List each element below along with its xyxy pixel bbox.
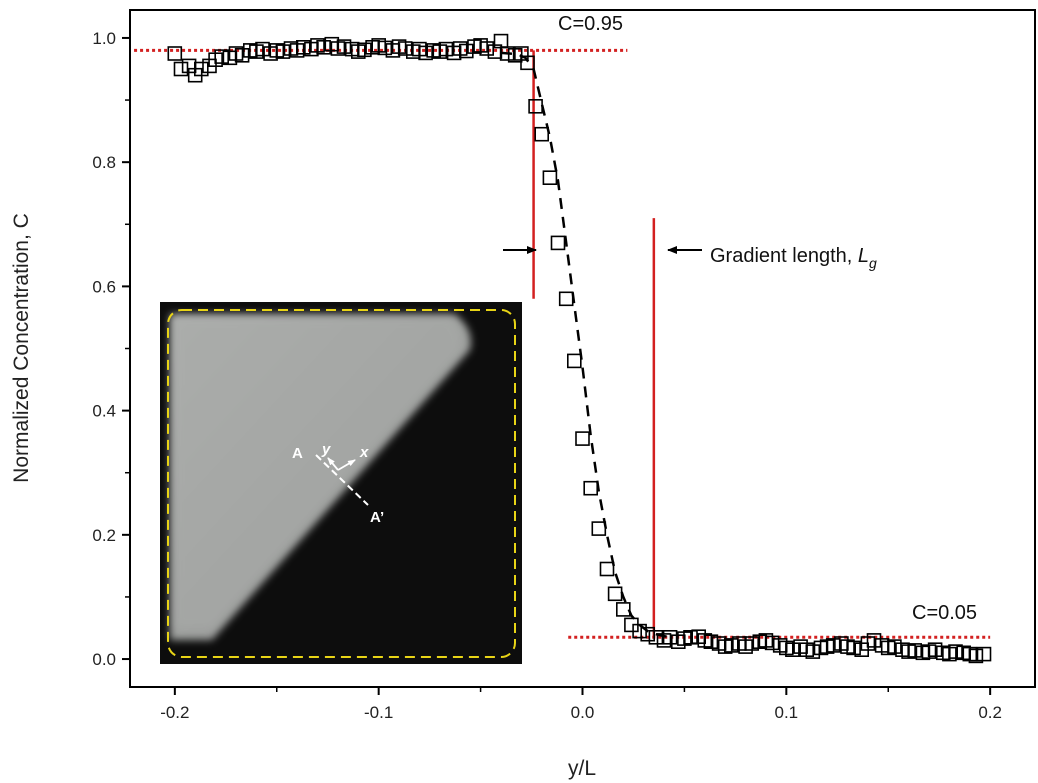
data-point	[583, 480, 599, 496]
data-point	[458, 43, 474, 59]
data-point	[566, 353, 582, 369]
data-point	[907, 643, 923, 658]
x-tick-label: 0.1	[775, 703, 799, 722]
data-point	[968, 648, 984, 664]
inset-yellow-border	[167, 309, 516, 658]
data-point	[542, 170, 558, 185]
data-point	[615, 602, 631, 617]
fit-line	[500, 51, 675, 640]
data-point	[499, 46, 515, 61]
data-point	[397, 41, 413, 56]
data-markers	[167, 33, 992, 664]
data-point	[948, 644, 963, 659]
data-point	[591, 521, 607, 536]
y-tick-label: 0.2	[92, 526, 116, 545]
data-point	[744, 636, 760, 651]
x-tick-label: -0.2	[160, 703, 189, 722]
data-point	[683, 629, 698, 645]
data-point	[357, 42, 372, 58]
data-point	[764, 635, 780, 651]
data-point	[550, 235, 566, 251]
inset-y-arrow	[327, 457, 339, 471]
data-point	[575, 431, 590, 446]
data-point	[558, 291, 574, 307]
x-axis-title: y/L	[568, 757, 596, 780]
annotation-c095: C=0.95	[558, 13, 623, 35]
data-point	[640, 626, 656, 642]
axis-ticks: -0.2 -0.1 0.0 0.1 0.2 0.0 0.2 0.4 0.6 0.8 1.0	[92, 29, 1002, 722]
data-point	[275, 44, 291, 59]
data-point	[377, 40, 393, 56]
data-point	[167, 46, 183, 61]
gradient-length-symbol: L	[858, 245, 869, 267]
data-point	[418, 45, 433, 61]
data-point	[607, 586, 623, 602]
data-point	[214, 49, 229, 64]
y-axis-title: Normalized Concentration, C	[10, 213, 33, 483]
y-tick-label: 0.0	[92, 650, 116, 669]
inset-section-line	[315, 454, 369, 506]
inset-label-y: y	[321, 441, 331, 458]
inset-label-a-prime: A’	[370, 509, 384, 526]
data-point	[825, 638, 841, 653]
data-point	[887, 639, 902, 654]
data-point	[336, 39, 352, 54]
inset-x-arrow	[337, 459, 356, 471]
data-point	[723, 638, 739, 653]
inset-bright-core	[175, 318, 462, 628]
y-tick-label: 0.8	[92, 153, 116, 172]
x-tick-label: 0.2	[978, 703, 1002, 722]
inset-label-x: x	[359, 444, 369, 461]
y-tick-label: 1.0	[92, 29, 116, 48]
data-point	[785, 642, 800, 658]
data-point	[194, 61, 209, 77]
data-point	[866, 633, 882, 648]
data-point	[520, 55, 535, 71]
data-point	[648, 629, 664, 645]
data-point	[295, 39, 311, 55]
data-point	[599, 561, 615, 577]
annotation-gradient-length: Gradient length, Lg	[710, 245, 877, 271]
data-point	[316, 39, 331, 55]
data-point	[255, 41, 270, 57]
data-point	[846, 640, 861, 656]
data-point	[632, 623, 647, 639]
data-point	[479, 41, 495, 56]
data-point	[234, 47, 250, 63]
inset-image: A A’ y x	[160, 302, 522, 664]
data-point	[703, 634, 719, 650]
data-point	[976, 646, 992, 662]
fit-line-layer	[500, 51, 675, 640]
gradient-length-subscript: g	[869, 255, 877, 271]
data-point	[927, 642, 943, 658]
gradient-length-text: Gradient length,	[710, 245, 858, 267]
data-point	[662, 629, 678, 645]
data-point	[173, 61, 189, 77]
y-tick-label: 0.4	[92, 402, 116, 421]
data-point	[438, 41, 454, 57]
annotation-c005: C=0.05	[912, 602, 977, 624]
data-point	[805, 644, 821, 659]
inset-label-a: A	[292, 445, 303, 462]
x-tick-label: 0.0	[571, 703, 595, 722]
data-point	[534, 126, 550, 142]
data-point	[528, 99, 543, 114]
x-tick-label: -0.1	[364, 703, 393, 722]
y-tick-label: 0.6	[92, 277, 116, 296]
